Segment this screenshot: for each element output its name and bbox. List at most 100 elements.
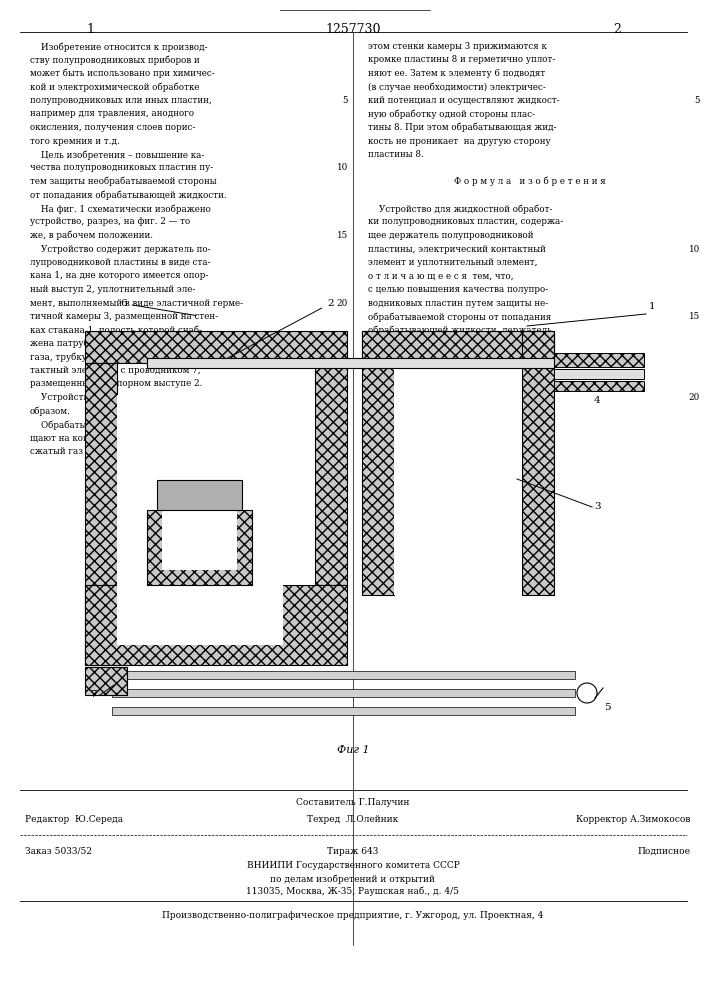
Text: (в случае необходимости) электричес-: (в случае необходимости) электричес- <box>368 83 546 92</box>
Bar <box>362 331 554 363</box>
Text: ВНИИПИ Государственного комитета СССР: ВНИИПИ Государственного комитета СССР <box>247 861 460 870</box>
Text: Тираж 643: Тираж 643 <box>327 847 379 856</box>
Text: же, в рабочем положении.: же, в рабочем положении. <box>30 231 153 240</box>
Bar <box>554 353 644 367</box>
Text: Изобретение относится к производ-: Изобретение относится к производ- <box>30 42 208 51</box>
Text: полупроводниковых или иных пластин,: полупроводниковых или иных пластин, <box>30 96 212 105</box>
Text: 1: 1 <box>86 23 94 36</box>
Text: Устройство для жидкостной обработ-: Устройство для жидкостной обработ- <box>368 204 552 214</box>
Text: 5: 5 <box>694 96 700 105</box>
Text: кана 1, на дне которого имеется опор-: кана 1, на дне которого имеется опор- <box>30 271 209 280</box>
Bar <box>112 707 575 715</box>
Text: тем защиты необрабатываемой стороны: тем защиты необрабатываемой стороны <box>30 177 216 186</box>
Bar <box>85 585 347 665</box>
Text: Редактор  Ю.Середа: Редактор Ю.Середа <box>25 815 123 824</box>
Bar <box>85 331 347 363</box>
Text: Подписное: Подписное <box>637 847 690 856</box>
Text: от попадания обрабатывающей жидкости.: от попадания обрабатывающей жидкости. <box>30 190 227 200</box>
Text: 15: 15 <box>337 231 348 240</box>
Text: обрабатываемой стороны от попадания: обрабатываемой стороны от попадания <box>368 312 551 322</box>
Text: может быть использовано при химичес-: может быть использовано при химичес- <box>30 69 215 79</box>
Bar <box>147 510 252 585</box>
Bar <box>117 395 315 585</box>
Text: 1257730: 1257730 <box>325 23 381 36</box>
Text: пластины, электрический контактный: пластины, электрический контактный <box>368 244 546 253</box>
Text: по делам изобретений и открытий: по делам изобретений и открытий <box>271 874 436 884</box>
Text: кость не проникает  на другую сторону: кость не проникает на другую сторону <box>368 136 551 145</box>
Text: водниковых пластин путем защиты не-: водниковых пластин путем защиты не- <box>368 298 548 308</box>
Text: 10: 10 <box>689 244 700 253</box>
Text: кий потенциал и осуществляют жидкост-: кий потенциал и осуществляют жидкост- <box>368 96 560 105</box>
Text: ную обработку одной стороны плас-: ную обработку одной стороны плас- <box>368 109 535 119</box>
Text: 3: 3 <box>594 502 601 511</box>
Text: Устройство содержит держатель по-: Устройство содержит держатель по- <box>30 244 211 253</box>
Text: обрабатывающей жидкости, держатель: обрабатывающей жидкости, держатель <box>368 326 552 335</box>
Text: мент, выполняемый в виде эластичной герме-: мент, выполняемый в виде эластичной герм… <box>30 298 243 308</box>
Text: ки полупроводниковых пластин, содержа-: ки полупроводниковых пластин, содержа- <box>368 218 563 227</box>
Bar <box>112 671 575 679</box>
Text: 4: 4 <box>594 396 601 405</box>
Text: размещенный на опорном выступе 2.: размещенный на опорном выступе 2. <box>30 379 202 388</box>
Text: пластины 8.: пластины 8. <box>368 150 423 159</box>
Text: газа, трубку 5 и электрический кон-: газа, трубку 5 и электрический кон- <box>30 353 198 362</box>
Text: 1: 1 <box>649 302 655 311</box>
Text: щают на контактный элемент 6 и подают: щают на контактный элемент 6 и подают <box>30 434 222 442</box>
Text: сжатый газ в полость камеры 3. При: сжатый газ в полость камеры 3. При <box>30 447 200 456</box>
Text: например для травления, анодного: например для травления, анодного <box>30 109 194 118</box>
Text: Устройство используют следующим: Устройство используют следующим <box>30 393 208 402</box>
Bar <box>147 358 554 368</box>
Bar <box>554 381 644 391</box>
Text: полнен опорный выступ для размеще-: полнен опорный выступ для размеще- <box>368 366 545 375</box>
Text: 10: 10 <box>337 163 348 172</box>
Text: Фиг 1: Фиг 1 <box>337 745 369 755</box>
Text: тактный элемент 6 с проводником 7,: тактный элемент 6 с проводником 7, <box>30 366 201 375</box>
Text: этом стенки камеры 3 прижимаются к: этом стенки камеры 3 прижимаются к <box>368 42 547 51</box>
Text: о т л и ч а ю щ е е с я  тем, что,: о т л и ч а ю щ е е с я тем, что, <box>368 271 513 280</box>
Text: уплотнительный элемент выполнен в: уплотнительный элемент выполнен в <box>368 393 541 402</box>
Text: ках стакана 1, полость которой снаб-: ках стакана 1, полость которой снаб- <box>30 326 202 335</box>
Text: с целью повышения качества полупро-: с целью повышения качества полупро- <box>368 285 548 294</box>
Text: 30: 30 <box>337 434 348 442</box>
Text: 25: 25 <box>337 366 348 375</box>
Bar <box>362 331 394 595</box>
Text: кой и электрохимической обработке: кой и электрохимической обработке <box>30 83 199 92</box>
Text: 5: 5 <box>342 96 348 105</box>
Text: образом.: образом. <box>30 406 71 416</box>
Bar <box>522 331 554 595</box>
Text: окисления, получения слоев порис-: окисления, получения слоев порис- <box>30 123 195 132</box>
Text: кромке пластины 8 и герметично уплот-: кромке пластины 8 и герметично уплот- <box>368 55 556 64</box>
Text: виде эластичной камеры, размещенной: виде эластичной камеры, размещенной <box>368 406 552 416</box>
Text: Заказ 5033/52: Заказ 5033/52 <box>25 847 92 856</box>
Text: 20: 20 <box>337 298 348 308</box>
Text: 7: 7 <box>90 690 97 699</box>
Text: элемент и уплотнительный элемент,: элемент и уплотнительный элемент, <box>368 258 537 267</box>
Text: 5: 5 <box>604 703 611 712</box>
Text: 2: 2 <box>211 299 334 367</box>
Text: ный выступ 2, уплотнительный эле-: ный выступ 2, уплотнительный эле- <box>30 285 195 294</box>
Text: того газа.: того газа. <box>368 447 414 456</box>
Text: Обрабатываемую пластину 8 поме-: Обрабатываемую пластину 8 поме- <box>30 420 204 430</box>
Text: тины 8. При этом обрабатывающая жид-: тины 8. При этом обрабатывающая жид- <box>368 123 556 132</box>
Bar <box>85 363 117 665</box>
Text: Производственно-полиграфическое предприятие, г. Ужгород, ул. Проектная, 4: Производственно-полиграфическое предприя… <box>163 911 544 920</box>
Text: лупроводниковой пластины в виде ста-: лупроводниковой пластины в виде ста- <box>30 258 211 267</box>
Text: снабжена патрубком для напуска сжа-: снабжена патрубком для напуска сжа- <box>368 434 549 443</box>
Text: 15: 15 <box>689 312 700 321</box>
Text: 2: 2 <box>613 23 621 36</box>
Text: 20: 20 <box>689 393 700 402</box>
Text: няют ее. Затем к элементу 6 подводят: няют ее. Затем к элементу 6 подводят <box>368 69 545 78</box>
Text: того кремния и т.д.: того кремния и т.д. <box>30 136 119 145</box>
Bar <box>112 689 575 697</box>
Text: жена патрубком 4 для напуска сжатого: жена патрубком 4 для напуска сжатого <box>30 339 215 349</box>
Text: Цель изобретения – повышение ка-: Цель изобретения – повышение ка- <box>30 150 204 159</box>
Bar <box>85 667 127 695</box>
Circle shape <box>577 683 597 703</box>
Bar <box>394 363 522 595</box>
Text: ния полупроводниковой пластины, а: ния полупроводниковой пластины, а <box>368 379 538 388</box>
Text: 6: 6 <box>120 299 197 316</box>
Bar <box>117 585 283 645</box>
Text: ству полупроводниковых приборов и: ству полупроводниковых приборов и <box>30 55 200 65</box>
Text: Техред  Л.Олейник: Техред Л.Олейник <box>308 815 399 824</box>
Bar <box>117 395 315 585</box>
Text: На фиг. 1 схематически изображено: На фиг. 1 схематически изображено <box>30 204 211 214</box>
